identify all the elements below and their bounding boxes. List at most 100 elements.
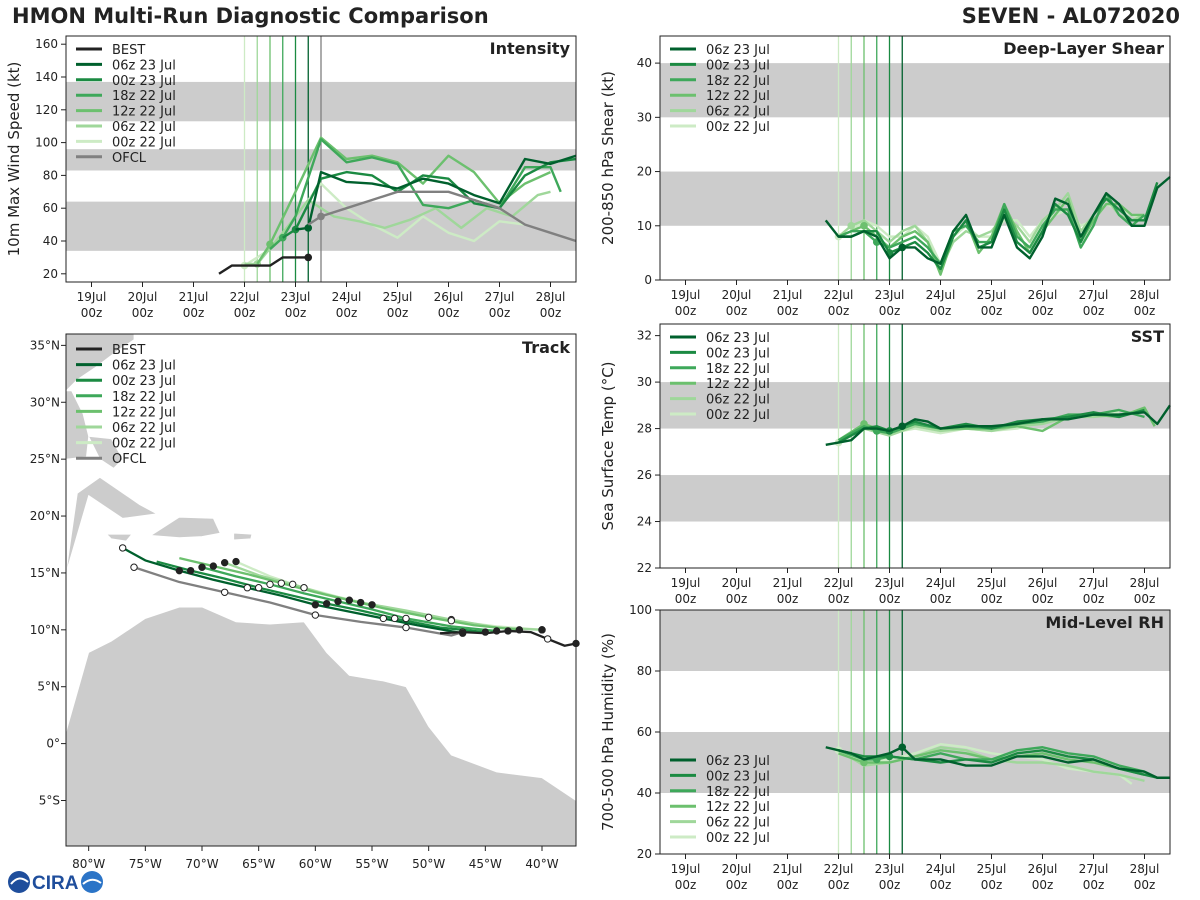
track-point	[220, 558, 229, 567]
lon-tick-label: 40°W	[525, 857, 558, 871]
x-tick-label: 27Jul	[485, 290, 515, 304]
legend-label: 00z 23 Jul	[706, 769, 770, 784]
x-tick-label: 00z	[336, 306, 358, 320]
x-tick-label: 00z	[489, 306, 511, 320]
plot-frame	[659, 323, 1171, 569]
x-tick-label: 23Jul	[875, 288, 905, 302]
track-point	[458, 629, 467, 637]
legend-label: 18z 22 Jul	[112, 390, 176, 405]
y-tick-label: 10	[637, 219, 652, 233]
track-line	[156, 560, 486, 634]
y-tick-label: 100	[629, 603, 652, 617]
y-tick-label: 20	[637, 165, 652, 179]
x-tick-label: 27Jul	[1079, 288, 1109, 302]
bahamas-landmass	[87, 435, 124, 469]
track-point	[322, 599, 331, 608]
legend-label: 00z 22 Jul	[706, 120, 770, 135]
legend-label: 18z 22 Jul	[706, 74, 770, 89]
x-tick-label: 00z	[726, 878, 748, 892]
track-point	[186, 566, 195, 575]
x-tick-label: 21Jul	[179, 290, 209, 304]
x-tick-label: 00z	[540, 306, 562, 320]
y-tick-label: 100	[35, 136, 58, 150]
y-axis-label: 700-500 hPa Humidity (%)	[599, 633, 617, 831]
x-tick-label: 23Jul	[875, 862, 905, 876]
x-tick-label: 22Jul	[230, 290, 260, 304]
y-tick-label: 30	[637, 375, 652, 389]
series-marker	[304, 253, 313, 262]
x-tick-label: 28Jul	[536, 290, 566, 304]
series-marker	[317, 212, 325, 221]
x-tick-label: 25Jul	[977, 576, 1007, 590]
y-tick-label: 28	[637, 422, 652, 436]
series-marker	[860, 221, 868, 230]
x-tick-label: 00z	[675, 592, 697, 606]
x-tick-label: 00z	[438, 306, 460, 320]
legend-label: 06z 23 Jul	[706, 43, 770, 58]
track-point	[277, 579, 286, 587]
x-tick-label: 27Jul	[1079, 576, 1109, 590]
x-tick-label: 26Jul	[1028, 288, 1058, 302]
x-tick-label: 00z	[285, 306, 307, 320]
series-marker	[898, 422, 907, 431]
rh-chart: 20 40 60 80 100 19Jul 00z 20Jul 00z 21Jul 00z 22Jul…	[599, 603, 1171, 892]
y-tick-label: 20	[637, 847, 652, 861]
legend-label: BEST	[112, 343, 145, 358]
south-america-landmass	[65, 606, 577, 847]
lat-tick-label: 5°N	[37, 680, 60, 694]
x-tick-label: 20Jul	[722, 288, 752, 302]
panel-title: Track	[522, 338, 570, 357]
x-tick-label: 00z	[726, 592, 748, 606]
x-tick-label: 26Jul	[1028, 576, 1058, 590]
series-line	[825, 404, 1171, 447]
series-line	[282, 157, 577, 239]
y-tick-label: 60	[637, 725, 652, 739]
x-tick-label: 00z	[981, 878, 1003, 892]
lon-tick-label: 50°W	[412, 857, 445, 871]
legend-label: OFCL	[112, 151, 147, 166]
x-tick-label: 00z	[1032, 878, 1054, 892]
legend-label: 12z 22 Jul	[112, 405, 176, 420]
track-point	[220, 588, 229, 596]
y-tick-label: 40	[637, 56, 652, 70]
x-tick-label: 00z	[879, 304, 901, 318]
x-tick-label: 00z	[879, 592, 901, 606]
x-tick-label: 00z	[930, 304, 952, 318]
shaded-band	[660, 171, 1170, 226]
x-tick-label: 28Jul	[1130, 862, 1160, 876]
lon-tick-label: 60°W	[299, 857, 332, 871]
track-point	[254, 584, 263, 592]
lat-tick-label: 35°N	[30, 338, 60, 352]
track-point	[402, 623, 410, 632]
x-tick-label: 00z	[234, 306, 256, 320]
legend-label: 12z 22 Jul	[706, 377, 770, 392]
x-tick-label: 00z	[930, 592, 952, 606]
legend-label: 06z 22 Jul	[706, 816, 770, 831]
track-point	[492, 627, 501, 635]
track-point	[118, 544, 127, 552]
track-point	[266, 580, 274, 589]
y-tick-label: 0	[644, 273, 652, 287]
x-tick-label: 00z	[726, 304, 748, 318]
storm-title: SEVEN - AL072020	[961, 4, 1180, 28]
x-tick-label: 00z	[1032, 304, 1054, 318]
track-point	[243, 584, 252, 592]
legend-label: 12z 22 Jul	[112, 105, 176, 120]
y-tick-label: 24	[637, 515, 652, 529]
x-tick-label: 21Jul	[773, 576, 803, 590]
legend-label: 00z 23 Jul	[706, 58, 770, 73]
panel-title: Mid-Level RH	[1045, 613, 1164, 632]
y-axis-label: 200-850 hPa Shear (kt)	[599, 71, 617, 245]
track-point	[379, 614, 388, 623]
legend-label: BEST	[112, 43, 145, 58]
track-point	[130, 563, 138, 571]
intensity-chart: 20 40 60 80 100 120 140 160 19Jul 00z 20Jul 00z 21Ju…	[5, 35, 577, 320]
legend-label: 12z 22 Jul	[706, 89, 770, 104]
panel-title: Deep-Layer Shear	[1003, 39, 1164, 58]
y-axis-label: 10m Max Wind Speed (kt)	[5, 62, 23, 257]
lat-tick-label: 30°N	[30, 395, 60, 409]
y-tick-label: 80	[43, 168, 58, 182]
track-point	[288, 580, 297, 589]
x-tick-label: 19Jul	[671, 288, 701, 302]
x-tick-label: 00z	[675, 878, 697, 892]
